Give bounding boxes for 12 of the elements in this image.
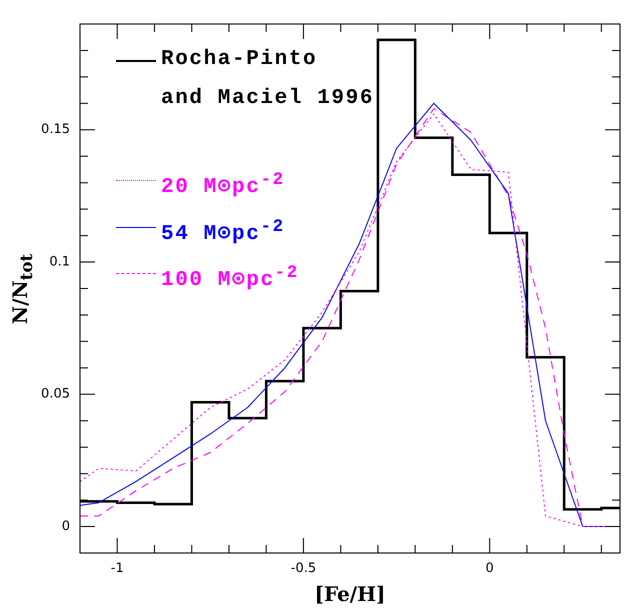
legend-label: 54 M⊙pc$^{-2}$	[161, 216, 285, 248]
y-tick-label: 0.15	[41, 122, 70, 138]
legend-label: 20 M⊙pc$^{-2}$	[161, 169, 285, 201]
y-tick-label: 0.05	[41, 386, 70, 402]
legend-label: 100 M⊙pc$^{-2}$	[161, 262, 299, 294]
legend-label: Rocha-Pinto and Maciel 1996	[161, 47, 374, 112]
x-tick-label: -1	[110, 561, 124, 576]
x-tick-label: 0	[486, 561, 494, 576]
x-tick-label: -0.5	[290, 561, 316, 576]
x-axis-title: [Fe/H]	[314, 582, 386, 606]
y-tick-label: 0	[62, 518, 70, 534]
y-tick-label: 0.1	[49, 254, 70, 270]
